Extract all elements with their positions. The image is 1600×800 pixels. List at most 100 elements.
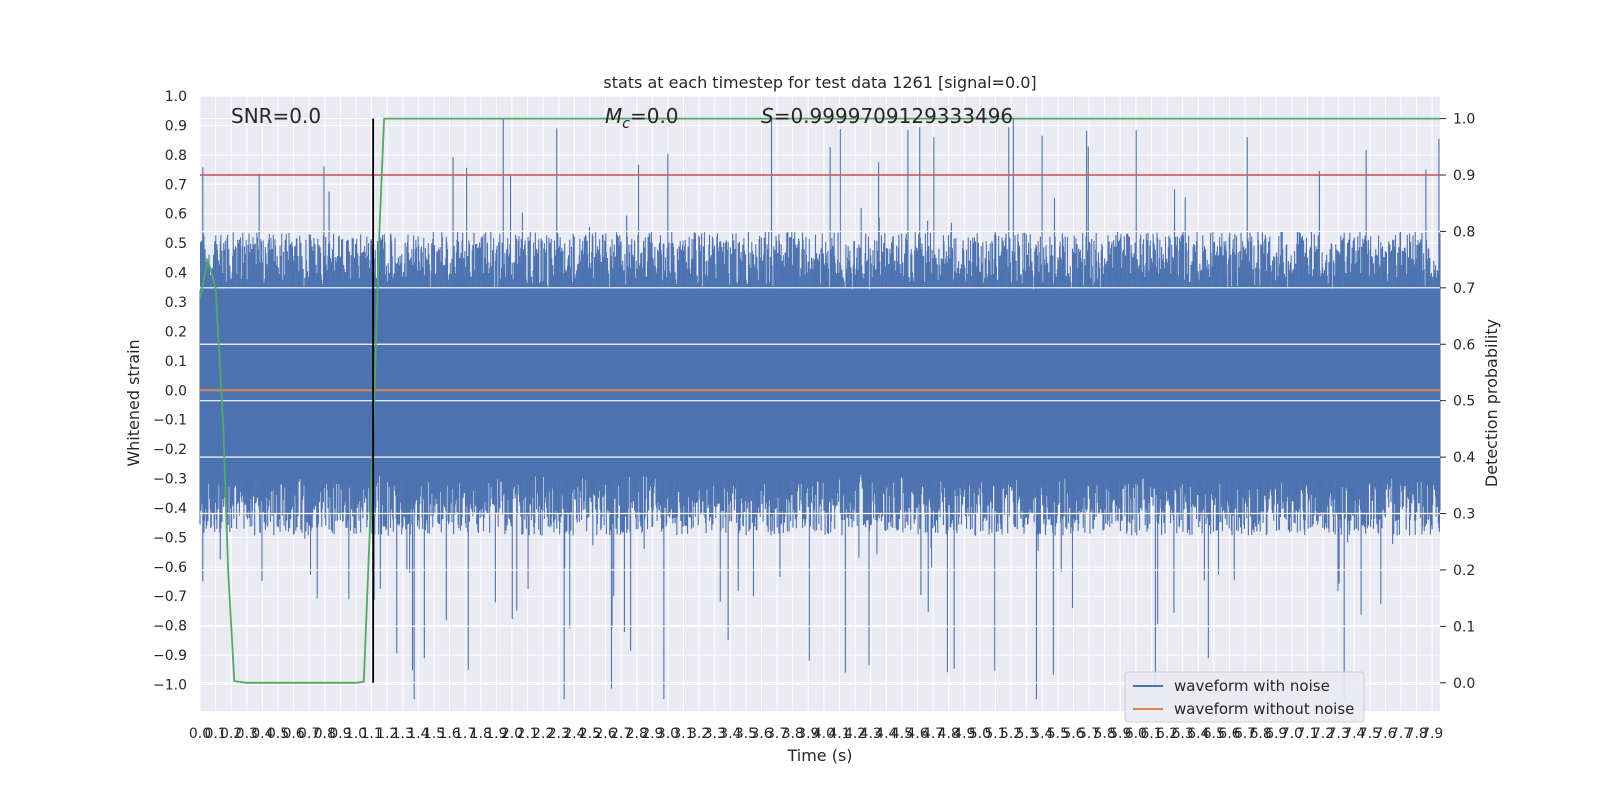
x-tick-label: 4.1: [828, 726, 850, 742]
left-y-tick-label: 0.8: [165, 148, 187, 164]
x-tick-label: 1.7: [454, 726, 476, 742]
x-axis-ticks: 0.00.10.20.30.40.50.60.70.80.91.01.11.21…: [189, 726, 1443, 742]
x-tick-label: 2.5: [579, 726, 601, 742]
x-axis-label: Time (s): [786, 746, 852, 765]
x-tick-label: 0.4: [251, 726, 273, 742]
x-tick-label: 0.1: [204, 726, 226, 742]
left-y-tick-label: −0.3: [153, 472, 187, 488]
overlay-lines: [199, 117, 1440, 684]
legend: waveform with noise waveform without noi…: [1124, 671, 1365, 723]
left-y-tick-label: 0.5: [165, 236, 187, 252]
x-tick-label: 0.9: [329, 726, 351, 742]
x-tick-label: 1.0: [345, 726, 367, 742]
x-tick-label: 1.2: [376, 726, 398, 742]
x-tick-label: 1.6: [438, 726, 460, 742]
x-tick-label: 2.0: [501, 726, 523, 742]
right-y-tick-label: 0.1: [1453, 619, 1475, 635]
x-tick-label: 3.4: [719, 726, 741, 742]
x-tick-label: 7.1: [1296, 726, 1318, 742]
right-y-tick-label: 0.9: [1453, 168, 1475, 184]
x-tick-label: 7.9: [1421, 726, 1443, 742]
left-y-tick-label: −1.0: [153, 678, 187, 694]
score-annotation: S=0.9999709129333496: [761, 104, 1013, 128]
x-tick-label: 3.2: [688, 726, 710, 742]
right-y-tick-label: 0.5: [1453, 394, 1475, 410]
right-y-axis-label: Detection probability: [1482, 319, 1501, 487]
x-tick-label: 5.7: [1078, 726, 1100, 742]
x-tick-label: 2.8: [626, 726, 648, 742]
x-tick-label: 3.7: [766, 726, 788, 742]
x-tick-label: 5.4: [1031, 726, 1053, 742]
x-tick-label: 4.7: [922, 726, 944, 742]
x-tick-label: 4.4: [875, 726, 897, 742]
right-y-tick-label: 0.7: [1453, 281, 1475, 297]
legend-clean-label: waveform without noise: [1174, 700, 1354, 718]
x-tick-label: 3.1: [672, 726, 694, 742]
x-tick-label: 2.4: [563, 726, 585, 742]
x-tick-label: 0.8: [314, 726, 336, 742]
right-y-tick-label: 0.6: [1453, 337, 1475, 353]
x-tick-label: 7.3: [1327, 726, 1349, 742]
x-tick-label: 1.5: [423, 726, 445, 742]
left-y-tick-label: 0.2: [165, 324, 187, 340]
x-tick-label: 1.8: [470, 726, 492, 742]
x-tick-label: 6.5: [1203, 726, 1225, 742]
left-y-tick-label: 0.9: [165, 118, 187, 134]
x-tick-label: 4.3: [860, 726, 882, 742]
x-tick-label: 5.3: [1016, 726, 1038, 742]
right-y-tick-label: 0.8: [1453, 224, 1475, 240]
x-tick-label: 3.5: [735, 726, 757, 742]
x-tick-label: 0.6: [282, 726, 304, 742]
x-tick-label: 5.1: [984, 726, 1006, 742]
x-tick-label: 4.2: [844, 726, 866, 742]
left-y-tick-label: −0.2: [153, 442, 187, 458]
x-tick-label: 1.1: [360, 726, 382, 742]
x-tick-label: 6.2: [1156, 726, 1178, 742]
x-tick-label: 2.7: [610, 726, 632, 742]
detection-probability-curve: [199, 117, 1440, 684]
left-y-tick-label: 0.7: [165, 177, 187, 193]
x-tick-label: 4.8: [938, 726, 960, 742]
x-tick-label: 3.9: [797, 726, 819, 742]
snr-annotation: SNR=0.0: [231, 104, 321, 128]
left-y-tick-label: 0.6: [165, 207, 187, 223]
x-tick-label: 3.3: [704, 726, 726, 742]
x-tick-label: 6.8: [1249, 726, 1271, 742]
left-y-tick-label: −0.6: [153, 560, 187, 576]
x-tick-label: 2.6: [594, 726, 616, 742]
x-tick-label: 7.4: [1343, 726, 1365, 742]
x-tick-label: 4.0: [813, 726, 835, 742]
x-tick-label: 6.7: [1234, 726, 1256, 742]
x-tick-label: 3.8: [782, 726, 804, 742]
x-tick-label: 3.0: [657, 726, 679, 742]
right-y-tick-label: 0.3: [1453, 507, 1475, 523]
x-tick-label: 6.9: [1265, 726, 1287, 742]
x-tick-label: 5.0: [969, 726, 991, 742]
x-tick-label: 7.7: [1390, 726, 1412, 742]
x-tick-label: 0.3: [236, 726, 258, 742]
x-tick-label: 6.4: [1187, 726, 1209, 742]
left-y-tick-label: −0.4: [153, 501, 187, 517]
x-tick-label: 6.3: [1172, 726, 1194, 742]
x-tick-label: 1.9: [485, 726, 507, 742]
x-tick-label: 4.9: [953, 726, 975, 742]
right-y-axis-ticks: 1.0 0.9 0.8 0.7 0.6 0.5 0.4 0.3 0.2 0.1 0.0: [1440, 112, 1475, 692]
x-tick-label: 7.5: [1359, 726, 1381, 742]
left-y-tick-label: 1.0: [165, 89, 187, 105]
x-tick-label: 1.3: [392, 726, 414, 742]
x-tick-label: 4.5: [891, 726, 913, 742]
left-y-axis-ticks: 1.0 0.9 0.8 0.7 0.6 0.5 0.4 0.3 0.2 0.1 0.0 −0.1 −0.…: [153, 89, 187, 694]
x-tick-label: 5.9: [1109, 726, 1131, 742]
legend-box: [1124, 671, 1365, 723]
x-tick-label: 2.2: [532, 726, 554, 742]
left-y-tick-label: −0.5: [153, 530, 187, 546]
x-tick-label: 6.0: [1125, 726, 1147, 742]
left-y-tick-label: −0.9: [153, 648, 187, 664]
right-y-tick-label: 0.2: [1453, 563, 1475, 579]
x-tick-label: 5.8: [1094, 726, 1116, 742]
x-tick-label: 2.1: [516, 726, 538, 742]
left-y-axis-label: Whitened strain: [124, 339, 143, 466]
x-tick-label: 1.4: [407, 726, 429, 742]
chirp-mass-annotation: Mc=0.0: [605, 104, 679, 132]
